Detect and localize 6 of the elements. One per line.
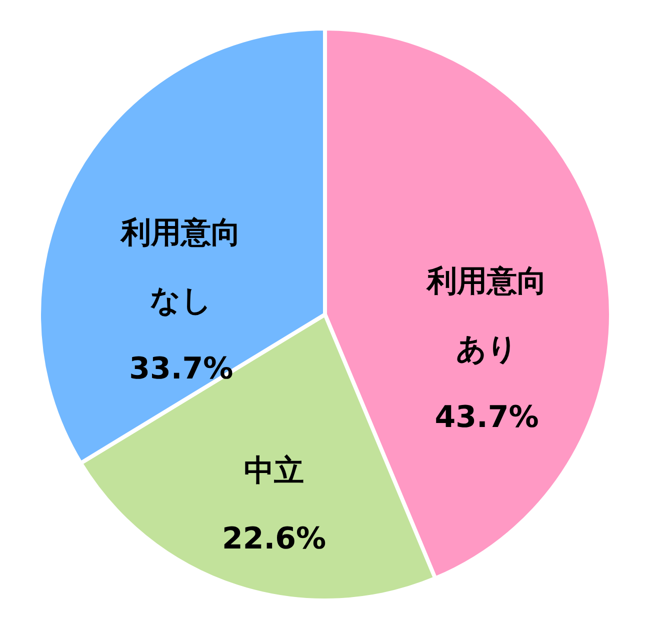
- data-label: 22.6%: [222, 521, 326, 556]
- data-label: 43.7%: [434, 400, 539, 436]
- slice-label: 利用意向あり: [426, 264, 547, 368]
- data-label: 33.7%: [129, 352, 234, 387]
- slice-label: 中立: [244, 453, 304, 488]
- slice-label: 利用意向なし: [120, 216, 242, 319]
